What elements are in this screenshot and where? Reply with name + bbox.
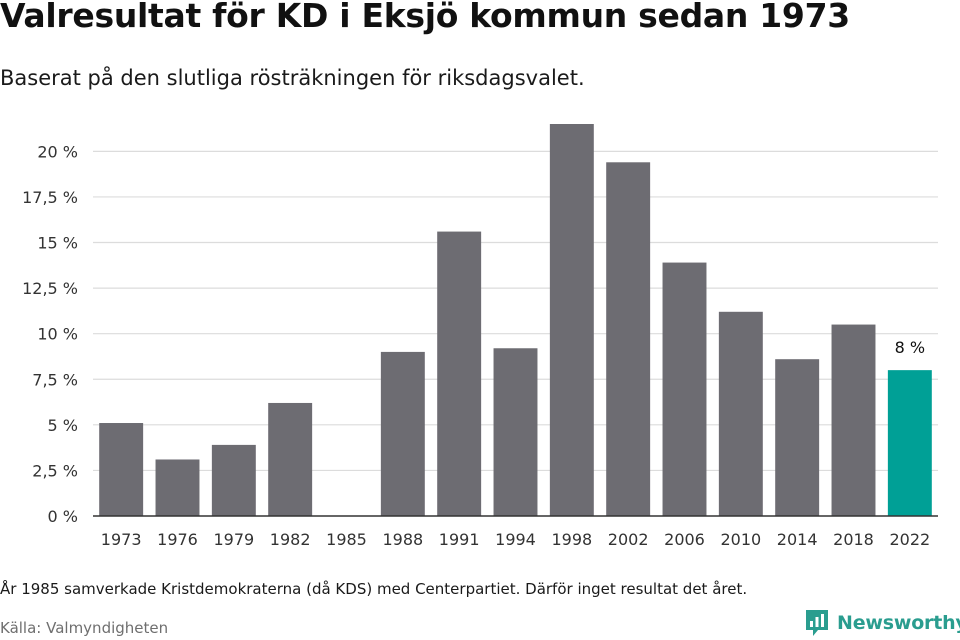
x-tick-label: 1988 [382,530,423,549]
chart-title: Valresultat för KD i Eksjö kommun sedan … [0,0,850,35]
y-tick-label: 12,5 % [22,279,78,298]
chart-footnote: År 1985 samverkade Kristdemokraterna (då… [0,580,748,598]
y-axis-tick-labels: 0 % 2,5 % 5 % 7,5 % 10 % 12,5 % 15 % 17,5 % 20 % [22,142,78,526]
x-axis-tick-labels: 1973 1976 1979 1982 1985 1988 1991 1994 1998 2002… [101,530,930,549]
bar-2018 [831,324,876,516]
bar-1979 [211,444,256,516]
x-tick-label: 1991 [439,530,480,549]
x-tick-label: 2002 [608,530,649,549]
y-tick-label: 7,5 % [32,370,78,389]
bar-1994 [493,348,538,516]
x-tick-label: 2010 [720,530,761,549]
newsworthy-logo-icon [806,610,828,636]
y-tick-label: 0 % [48,507,78,526]
x-tick-label: 2014 [777,530,818,549]
y-tick-label: 17,5 % [22,188,78,207]
bar-2002 [606,162,651,516]
newsworthy-logo: Newsworthy [804,608,960,638]
bar-1991 [437,231,482,517]
chart-subtitle: Baserat på den slutliga rösträkningen fö… [0,66,585,90]
x-tick-label: 1979 [213,530,254,549]
bar-1976 [155,459,200,516]
x-tick-label: 1998 [551,530,592,549]
x-tick-label: 2006 [664,530,705,549]
bar-1982 [268,402,313,516]
bar-1988 [380,351,425,516]
x-tick-label: 1994 [495,530,536,549]
y-tick-label: 5 % [48,416,78,435]
bar-chart: 0 % 2,5 % 5 % 7,5 % 10 % 12,5 % 15 % 17,5 % 20 %… [22,124,938,549]
data-label-2022: 8 % [895,338,925,357]
x-tick-label: 1976 [157,530,198,549]
bar-1973 [99,423,144,516]
x-tick-label: 2022 [889,530,930,549]
bars [99,124,932,517]
y-tick-label: 20 % [37,142,78,161]
x-tick-label: 1985 [326,530,367,549]
y-tick-label: 10 % [37,325,78,344]
x-tick-label: 1982 [270,530,311,549]
bar-2006 [662,262,707,516]
newsworthy-logo-text: Newsworthy [837,612,960,634]
source-credit: Källa: Valmyndigheten [0,619,169,637]
data-labels: 8 % [895,338,925,357]
y-tick-label: 15 % [37,234,78,253]
y-tick-label: 2,5 % [32,461,78,480]
bar-2010 [718,311,763,516]
bar-1998 [549,124,594,516]
x-tick-label: 2018 [833,530,874,549]
x-tick-label: 1973 [101,530,142,549]
bar-2014 [775,359,820,516]
bar-2022 [887,370,932,516]
